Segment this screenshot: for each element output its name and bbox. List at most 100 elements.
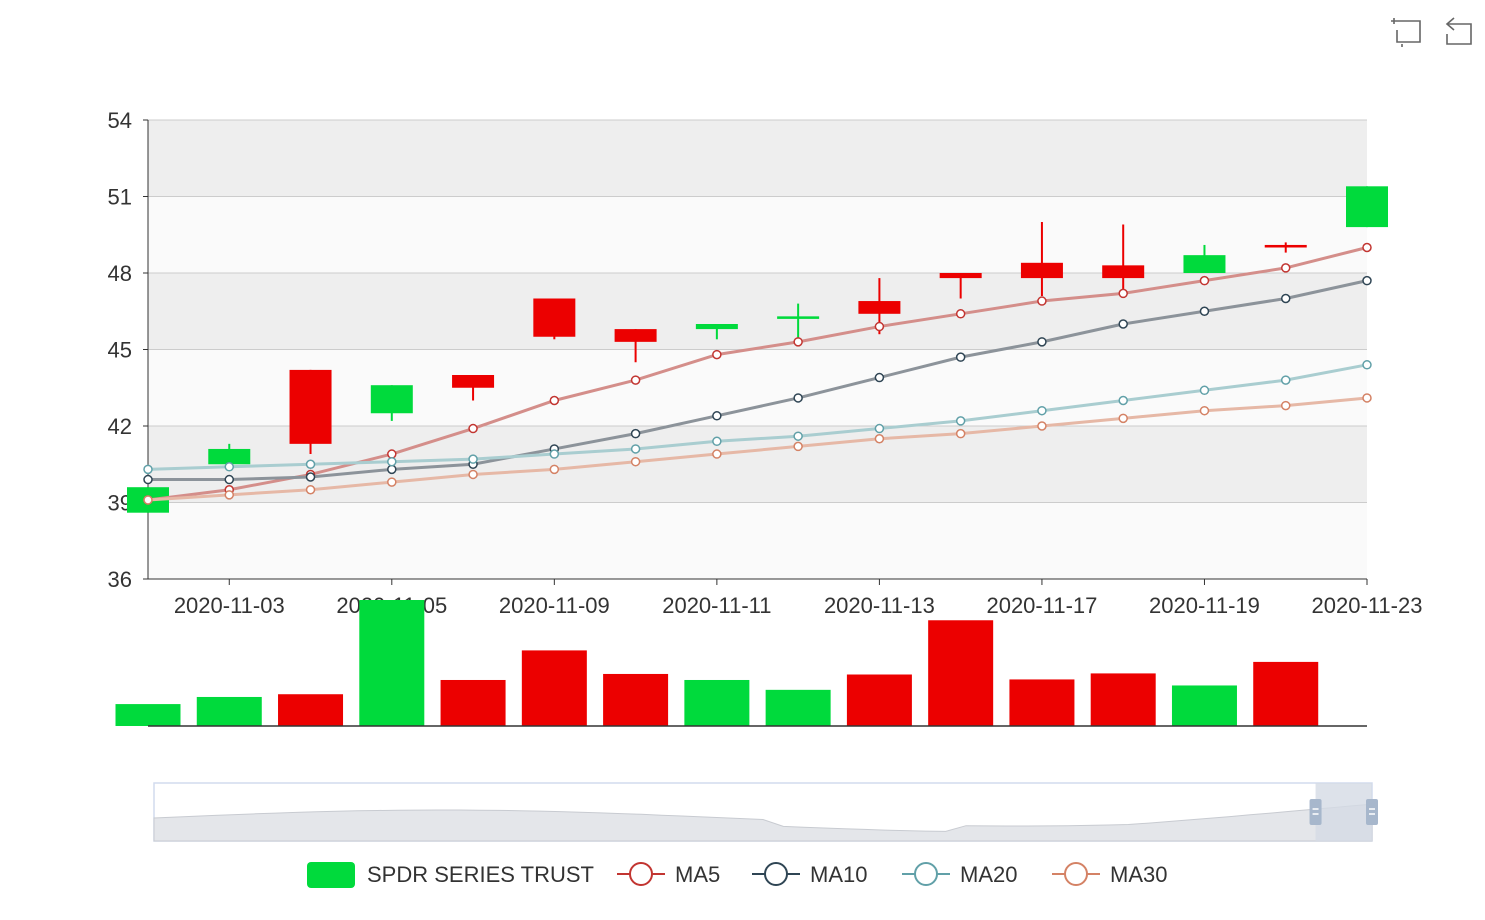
ma-point-ma10[interactable] xyxy=(793,393,803,403)
ma-point-ma5[interactable] xyxy=(630,375,641,385)
ma-point-ma20[interactable] xyxy=(224,462,235,472)
ma-point-ma20[interactable] xyxy=(1118,395,1128,406)
legend-label[interactable]: MA5 xyxy=(675,862,720,887)
volume-bar[interactable] xyxy=(196,696,262,726)
candle-body[interactable] xyxy=(1183,255,1226,273)
datazoom-handle-start[interactable] xyxy=(1309,799,1322,825)
candle-body[interactable] xyxy=(858,301,901,314)
ma-point-ma30[interactable] xyxy=(1199,405,1210,416)
ma-point-ma10[interactable] xyxy=(630,428,641,439)
volume-bar[interactable] xyxy=(278,694,344,726)
volume-bar[interactable] xyxy=(521,650,587,726)
ma-point-ma30[interactable] xyxy=(1037,421,1047,431)
ma-point-ma30[interactable] xyxy=(224,490,235,500)
ma-point-ma10[interactable] xyxy=(387,464,397,475)
ma-point-ma5[interactable] xyxy=(712,349,722,360)
ma-point-ma5[interactable] xyxy=(549,395,560,406)
legend-swatch-marker[interactable] xyxy=(764,862,788,886)
legend-label[interactable]: MA10 xyxy=(810,862,867,887)
candle-body[interactable] xyxy=(1020,262,1063,279)
ma-point-ma10[interactable] xyxy=(305,472,316,482)
volume-bar[interactable] xyxy=(440,679,506,726)
candle-body[interactable] xyxy=(695,324,738,330)
ma-point-ma20[interactable] xyxy=(955,416,966,426)
legend-label[interactable]: SPDR SERIES TRUST xyxy=(367,862,594,887)
volume-bar[interactable] xyxy=(1009,679,1075,726)
ma-point-ma30[interactable] xyxy=(793,441,803,452)
ma-point-ma20[interactable] xyxy=(793,431,803,441)
ma-point-ma30[interactable] xyxy=(955,428,966,439)
ma-point-ma5[interactable] xyxy=(955,309,966,319)
ma-point-ma20[interactable] xyxy=(1199,385,1210,396)
candle-body[interactable] xyxy=(370,385,413,414)
ma-point-ma5[interactable] xyxy=(1118,288,1128,299)
volume-bar[interactable] xyxy=(1090,673,1156,726)
volume-bar[interactable] xyxy=(115,704,181,726)
volume-bar[interactable] xyxy=(1253,661,1319,726)
candle-body[interactable] xyxy=(208,448,251,465)
legend-label[interactable]: MA30 xyxy=(1110,862,1167,887)
ma-point-ma20[interactable] xyxy=(712,436,722,447)
ma-point-ma5[interactable] xyxy=(468,423,478,434)
ma-point-ma5[interactable] xyxy=(1280,263,1291,273)
ma-point-ma5[interactable] xyxy=(1362,242,1372,253)
ma-point-ma10[interactable] xyxy=(1037,337,1047,347)
ma-point-ma30[interactable] xyxy=(630,456,641,467)
ma-point-ma20[interactable] xyxy=(387,456,397,467)
ma-point-ma20[interactable] xyxy=(1280,375,1291,385)
ma-point-ma30[interactable] xyxy=(1362,393,1372,403)
ma-point-ma30[interactable] xyxy=(305,485,316,495)
ma-point-ma20[interactable] xyxy=(1037,405,1047,416)
candle-body[interactable] xyxy=(533,298,576,337)
ma-point-ma20[interactable] xyxy=(1362,360,1372,370)
legend-swatch-marker[interactable] xyxy=(629,862,653,886)
ma-point-ma30[interactable] xyxy=(874,434,885,444)
ma-point-ma20[interactable] xyxy=(874,423,885,434)
volume-bar[interactable] xyxy=(1171,685,1237,726)
ma-point-ma30[interactable] xyxy=(1118,413,1128,424)
ma-point-ma20[interactable] xyxy=(143,464,153,475)
volume-bar[interactable] xyxy=(359,600,425,726)
ma-point-ma30[interactable] xyxy=(143,495,153,505)
data-zoom-button[interactable] xyxy=(1390,14,1424,48)
ma-point-ma10[interactable] xyxy=(874,372,885,383)
ma-point-ma10[interactable] xyxy=(224,474,235,485)
volume-bar[interactable] xyxy=(846,674,912,726)
volume-bar[interactable] xyxy=(765,689,831,726)
candle-body[interactable] xyxy=(939,273,982,279)
ma-point-ma10[interactable] xyxy=(955,352,966,362)
ma-point-ma20[interactable] xyxy=(549,449,560,459)
candle-body[interactable] xyxy=(1346,186,1388,228)
volume-bar[interactable] xyxy=(928,620,994,726)
ma-point-ma30[interactable] xyxy=(387,477,397,487)
ma-point-ma20[interactable] xyxy=(630,444,641,454)
ma-point-ma30[interactable] xyxy=(468,469,478,480)
candle-body[interactable] xyxy=(614,329,657,342)
candle-body[interactable] xyxy=(289,369,332,444)
ma-point-ma5[interactable] xyxy=(874,321,885,332)
ma-point-ma5[interactable] xyxy=(387,449,397,459)
ma-point-ma10[interactable] xyxy=(143,474,153,485)
legend-swatch-marker[interactable] xyxy=(914,862,938,886)
zoom-reset-button[interactable] xyxy=(1442,14,1476,48)
ma-point-ma5[interactable] xyxy=(1199,275,1210,286)
ma-point-ma20[interactable] xyxy=(305,459,316,469)
candle-body[interactable] xyxy=(777,316,820,319)
ma-point-ma30[interactable] xyxy=(1280,400,1291,411)
candle-body[interactable] xyxy=(1264,244,1307,248)
candle-body[interactable] xyxy=(1102,265,1145,279)
legend-swatch-candle[interactable] xyxy=(307,862,355,888)
datazoom-handle-end[interactable] xyxy=(1366,799,1378,825)
volume-bar[interactable] xyxy=(603,673,669,726)
candle-body[interactable] xyxy=(452,375,495,388)
legend-label[interactable]: MA20 xyxy=(960,862,1017,887)
ma-point-ma30[interactable] xyxy=(712,449,722,459)
datazoom-window[interactable] xyxy=(1315,783,1372,841)
ma-point-ma10[interactable] xyxy=(1118,319,1128,329)
ma-point-ma10[interactable] xyxy=(712,411,722,421)
ma-point-ma5[interactable] xyxy=(793,337,803,347)
ma-point-ma30[interactable] xyxy=(549,464,560,475)
ma-point-ma20[interactable] xyxy=(468,454,478,464)
legend-swatch-marker[interactable] xyxy=(1064,862,1088,886)
ma-point-ma10[interactable] xyxy=(1280,293,1291,304)
